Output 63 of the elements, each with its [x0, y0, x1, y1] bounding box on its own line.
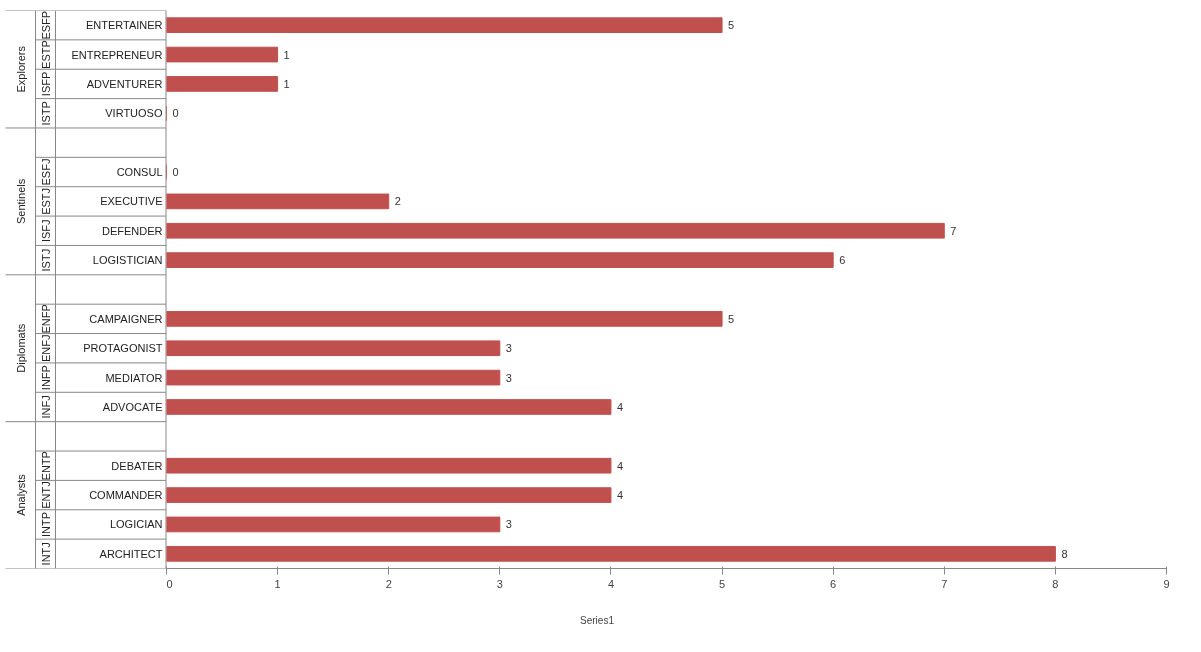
text: Sentinels [14, 178, 27, 225]
data-label: 0 [172, 107, 179, 120]
data-label: 7 [950, 224, 957, 237]
data-label: 1 [283, 77, 290, 90]
data-label: 1 [283, 48, 290, 61]
y-tick-label: CAMPAIGNER [89, 312, 163, 325]
text: ESFJ [39, 158, 52, 186]
y-tick-label: PROTAGONIST [83, 342, 163, 355]
text: Explorers [14, 45, 27, 93]
text: Analysts [14, 473, 27, 516]
x-tick-label: 0 [166, 577, 173, 590]
text: ENTJ [39, 481, 52, 509]
data-label: 4 [616, 489, 624, 502]
y-tick-label: MEDIATOR [105, 371, 163, 384]
data-label: 5 [728, 312, 735, 325]
text: ENFJ [39, 334, 52, 362]
x-tick-label: 7 [941, 577, 948, 590]
text: ESTP [39, 40, 52, 69]
text: ISTJ [39, 248, 52, 272]
text: INFP [39, 365, 52, 391]
y-tick-label: EXECUTIVE [100, 195, 163, 208]
x-tick-label: 2 [385, 577, 392, 590]
text: ISTP [39, 101, 52, 126]
text: ISFP [39, 71, 52, 97]
x-tick-label: 6 [830, 577, 837, 590]
text: ESTJ [39, 187, 52, 215]
text: ISFJ [39, 219, 52, 243]
text: ESFP [39, 10, 52, 40]
y-tick-label: ENTREPRENEUR [71, 48, 163, 61]
data-label: 3 [505, 518, 512, 531]
data-label: 5 [728, 19, 735, 32]
y-tick-label: CONSUL [116, 166, 163, 179]
y-tick-label: ARCHITECT [99, 547, 163, 560]
y-tick-label: COMMANDER [89, 489, 163, 502]
data-label: 3 [505, 371, 512, 384]
x-tick-label: 5 [719, 577, 726, 590]
data-label: 2 [394, 195, 401, 208]
y-tick-label: ADVOCATE [102, 400, 163, 413]
x-tick-label: 3 [496, 577, 503, 590]
data-label: 4 [616, 400, 624, 413]
text: INFJ [39, 395, 52, 419]
text: Series1 [580, 614, 614, 626]
data-label: 4 [616, 459, 624, 472]
y-tick-label: DEBATER [111, 459, 163, 472]
text: INTJ [39, 542, 52, 566]
text: Diplomats [14, 323, 27, 373]
y-tick-label: LOGICIAN [109, 518, 163, 531]
text: ENTP [39, 451, 52, 481]
y-tick-label: ENTERTAINER [85, 19, 163, 32]
data-label: 0 [172, 166, 179, 179]
x-tick-label: 1 [274, 577, 281, 590]
x-tick-label: 4 [607, 577, 615, 590]
data-label: 6 [839, 254, 846, 267]
x-tick-label: 8 [1052, 577, 1059, 590]
text: INTP [39, 511, 52, 537]
x-tick-label: 9 [1163, 577, 1170, 590]
y-tick-label: VIRTUOSO [105, 107, 163, 120]
y-tick-label: ADVENTURER [86, 77, 163, 90]
text: ENFP [39, 304, 52, 334]
data-label: 3 [505, 342, 512, 355]
data-label: 8 [1061, 547, 1068, 560]
y-tick-label: LOGISTICIAN [92, 254, 163, 267]
y-tick-label: DEFENDER [101, 224, 163, 237]
